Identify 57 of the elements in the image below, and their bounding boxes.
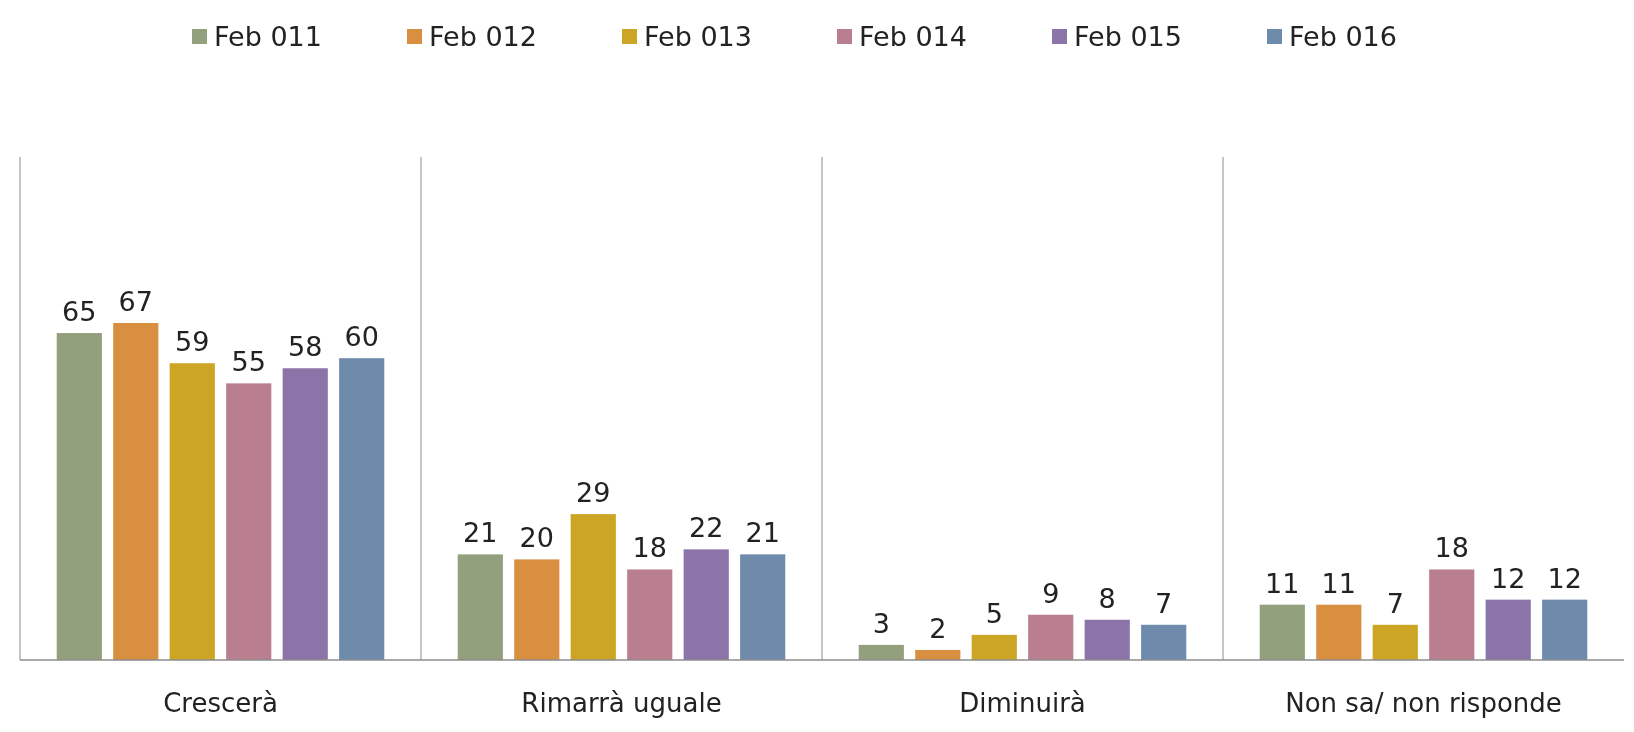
bar (113, 322, 159, 660)
data-label: 11 (1321, 567, 1356, 599)
bar (514, 559, 560, 660)
data-label: 20 (519, 522, 554, 554)
legend-label: Feb 015 (1074, 21, 1182, 52)
legend-label: Feb 011 (214, 21, 322, 52)
data-label: 58 (288, 331, 323, 363)
data-label: 7 (1155, 587, 1173, 619)
data-label: 11 (1265, 567, 1300, 599)
data-label: 2 (929, 612, 947, 644)
data-label: 18 (1434, 532, 1469, 564)
data-label: 5 (985, 597, 1003, 629)
data-label: 67 (118, 285, 153, 317)
bar (339, 358, 385, 660)
bar (1084, 619, 1130, 660)
bar (1372, 624, 1418, 660)
legend-label: Feb 012 (429, 21, 537, 52)
bar (1028, 614, 1074, 660)
bar (457, 554, 503, 660)
bar (1542, 599, 1588, 660)
bar (627, 569, 673, 660)
data-label: 3 (872, 607, 890, 639)
bar (282, 368, 328, 660)
data-label: 18 (632, 532, 667, 564)
bar (858, 644, 904, 660)
bar (226, 383, 272, 660)
bar (1485, 599, 1531, 660)
legend-label: Feb 013 (644, 21, 752, 52)
data-label: 65 (62, 296, 97, 328)
x-tick-label: Crescerà (163, 688, 278, 718)
x-tick-label: Diminuirà (959, 688, 1086, 718)
bar (971, 634, 1017, 660)
x-tick-label: Non sa/ non risponde (1285, 688, 1562, 718)
bar (740, 554, 786, 660)
bar (683, 549, 729, 660)
data-label: 22 (689, 512, 724, 544)
data-label: 9 (1042, 577, 1060, 609)
data-label: 59 (175, 326, 210, 358)
bar (1141, 624, 1187, 660)
bar (570, 514, 616, 660)
data-label: 55 (231, 346, 266, 378)
data-label: 12 (1547, 562, 1582, 594)
data-label: 12 (1491, 562, 1526, 594)
data-label: 21 (745, 517, 780, 549)
bar (1259, 604, 1305, 660)
data-label: 8 (1098, 582, 1116, 614)
legend-label: Feb 016 (1289, 21, 1397, 52)
data-label: 60 (344, 321, 379, 353)
data-label: 7 (1386, 587, 1404, 619)
data-label: 29 (576, 477, 611, 509)
legend-label: Feb 014 (859, 21, 967, 52)
bar (1316, 604, 1362, 660)
x-tick-label: Rimarrà uguale (521, 688, 722, 718)
bar (56, 333, 102, 660)
bar (169, 363, 215, 660)
data-label: 21 (463, 517, 498, 549)
bar (1429, 569, 1475, 660)
